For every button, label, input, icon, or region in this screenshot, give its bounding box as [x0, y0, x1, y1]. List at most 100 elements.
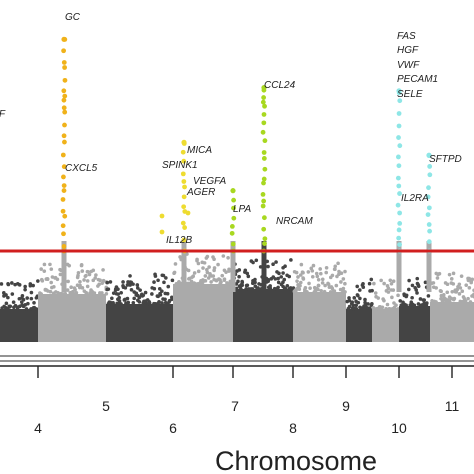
- background-point: [125, 296, 130, 301]
- background-point: [4, 301, 9, 306]
- background-point: [253, 277, 257, 282]
- background-point: [268, 286, 273, 291]
- background-point: [276, 285, 280, 290]
- significant-point-chr7: [231, 205, 236, 211]
- background-point: [398, 299, 403, 303]
- background-point: [89, 288, 93, 292]
- background-point: [246, 274, 251, 279]
- background-point: [451, 271, 456, 276]
- background-point: [131, 300, 136, 305]
- background-point: [434, 286, 438, 290]
- significant-point-chr4: [61, 174, 66, 180]
- background-point: [98, 278, 102, 283]
- background-point: [219, 280, 223, 285]
- background-point: [334, 283, 339, 288]
- significant-point-chr4: [61, 243, 67, 249]
- background-point: [445, 282, 450, 287]
- background-point: [297, 287, 302, 292]
- gene-label-vwf: VWF: [397, 60, 420, 71]
- background-point: [339, 280, 343, 284]
- background-point: [250, 287, 255, 291]
- background-point: [29, 296, 34, 301]
- background-point: [276, 276, 280, 281]
- background-point: [89, 292, 93, 296]
- background-point: [296, 275, 300, 279]
- background-point: [274, 260, 278, 264]
- background-point: [160, 301, 164, 305]
- x-axis: 4 5 6 7 8 9 10 11 Chromosome: [0, 355, 474, 474]
- significant-point-chr10: [397, 98, 403, 104]
- background-point: [316, 283, 321, 288]
- background-point: [324, 265, 329, 270]
- background-point: [156, 278, 160, 283]
- significant-point-chr6: [181, 194, 187, 200]
- background-point: [48, 262, 52, 267]
- background-point: [131, 282, 135, 286]
- background-point: [418, 297, 423, 301]
- significant-point-chr10: [427, 228, 433, 234]
- background-point: [356, 300, 361, 305]
- gene-label-il12b: IL12B: [166, 235, 192, 246]
- background-point: [304, 290, 308, 294]
- significant-point-chr7: [260, 99, 266, 105]
- background-point: [330, 286, 335, 291]
- background-point: [158, 291, 162, 296]
- background-point: [354, 307, 359, 311]
- background-point: [163, 297, 167, 302]
- background-point: [316, 287, 320, 292]
- background-point: [299, 280, 303, 285]
- background-point: [393, 307, 397, 311]
- background-point: [281, 271, 285, 275]
- background-point: [111, 302, 115, 306]
- background-point: [369, 277, 374, 282]
- significant-point-chr6: [185, 210, 191, 216]
- background-point: [84, 291, 89, 296]
- background-point: [227, 269, 231, 273]
- background-point: [423, 280, 428, 285]
- background-point: [390, 295, 394, 300]
- background-point: [224, 270, 228, 274]
- background-point: [226, 256, 230, 260]
- background-point: [439, 289, 443, 294]
- background-point: [195, 258, 199, 263]
- significant-point-chr7: [231, 197, 237, 203]
- background-point: [266, 278, 271, 282]
- background-point: [351, 303, 356, 308]
- background-point: [299, 262, 304, 267]
- chromosome-band-2: [38, 294, 106, 342]
- significant-point-chr7: [262, 241, 267, 246]
- background-point: [236, 279, 240, 284]
- background-point: [308, 286, 312, 290]
- significant-point-chr10: [427, 172, 433, 178]
- gene-label-partial-f: F: [0, 109, 6, 120]
- top-hit-point-chr4: [61, 36, 67, 42]
- significant-point-chr7: [229, 223, 235, 229]
- background-point: [32, 300, 36, 305]
- background-point: [385, 302, 390, 307]
- background-point: [49, 267, 54, 271]
- background-point: [66, 279, 70, 284]
- background-point: [67, 263, 72, 268]
- background-point: [123, 286, 128, 290]
- background-point: [315, 274, 320, 279]
- significant-point-chr10: [396, 111, 402, 116]
- background-point: [6, 282, 11, 287]
- background-point: [323, 283, 327, 288]
- tick-label-chr4: 4: [34, 420, 42, 436]
- gene-label-sele: SELE: [397, 89, 423, 100]
- background-point: [301, 276, 305, 280]
- background-point: [85, 279, 90, 283]
- background-point: [384, 306, 388, 311]
- significant-point-chr10: [397, 191, 402, 196]
- background-point: [404, 303, 408, 308]
- significant-point-chr6: [181, 179, 187, 184]
- background-point: [271, 262, 275, 266]
- background-point: [147, 301, 152, 305]
- gene-label-nrcam: NRCAM: [276, 216, 313, 227]
- background-point: [153, 272, 157, 277]
- chromosome-band-4: [173, 284, 233, 342]
- background-point: [203, 274, 208, 278]
- background-point: [172, 271, 176, 276]
- background-point: [201, 266, 205, 270]
- background-point: [191, 274, 196, 279]
